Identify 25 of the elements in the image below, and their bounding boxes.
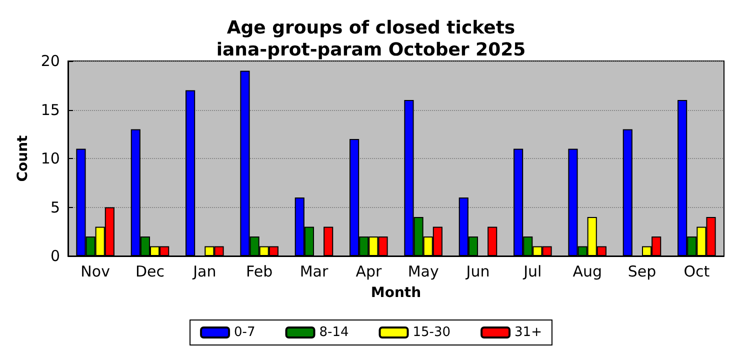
x-tick-label: Sep	[628, 262, 656, 280]
x-tick-label: Oct	[684, 262, 710, 280]
x-tick-label: May	[408, 262, 439, 280]
chart-title: Age groups of closed tickets	[226, 18, 516, 38]
y-tick-label: 10	[40, 150, 60, 168]
y-tick-label: 0	[50, 247, 60, 265]
x-tick-label: Nov	[80, 262, 110, 280]
chart-subtitle: iana-prot-param October 2025	[216, 40, 526, 60]
x-tick-label: Feb	[246, 262, 273, 280]
legend-label: 31+	[514, 325, 542, 340]
legend-label: 15-30	[412, 325, 451, 340]
x-tick-label: Dec	[135, 262, 165, 280]
y-tick-label: 20	[40, 52, 60, 70]
y-tick-label: 5	[50, 198, 60, 216]
y-tick-label: 15	[40, 100, 60, 119]
x-tick-label: Jul	[522, 262, 542, 280]
x-axis-title: Month	[370, 285, 422, 301]
y-axis-title: Count	[15, 134, 31, 182]
legend-label: 0-7	[234, 325, 256, 340]
x-tick-label: Jun	[465, 262, 490, 280]
x-tick-label: Aug	[572, 262, 602, 280]
x-tick-label: Jan	[192, 262, 216, 280]
legend-label: 8-14	[319, 325, 349, 340]
x-tick-label: Apr	[356, 262, 382, 280]
x-tick-label: Mar	[300, 262, 329, 280]
